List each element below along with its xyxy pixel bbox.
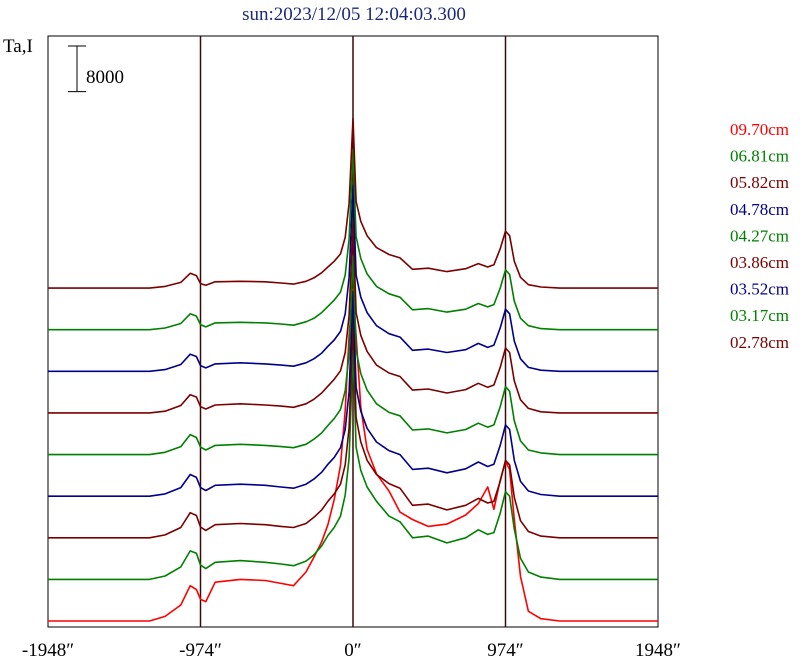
legend-item-02-78cm: 02.78cm — [730, 333, 789, 352]
series-line-02-78cm — [48, 117, 658, 289]
y-axis-label: Ta,I — [3, 36, 33, 57]
x-tick-label: 974″ — [487, 640, 523, 661]
legend-item-03-52cm: 03.52cm — [730, 280, 789, 299]
series-line-06-81cm — [48, 349, 658, 581]
legend-item-04-78cm: 04.78cm — [730, 200, 789, 219]
legend-item-05-82cm: 05.82cm — [730, 173, 789, 192]
legend: 09.70cm 06.81cm 05.82cm 04.78cm 04.27cm 03.86… — [730, 120, 789, 352]
x-tick-label: -974″ — [179, 640, 222, 661]
legend-item-06-81cm: 06.81cm — [730, 147, 789, 166]
legend-item-09-70cm: 09.70cm — [730, 120, 789, 139]
scale-bar-label: 8000 — [86, 67, 124, 88]
x-tick-label: 1948″ — [635, 640, 681, 661]
legend-item-04-27cm: 04.27cm — [730, 226, 789, 245]
chart-title: sun:2023/12/05 12:04:03.300 — [242, 4, 466, 25]
series-line-03-17cm — [48, 148, 658, 331]
series-line-04-27cm — [48, 255, 658, 456]
scale-bar: 8000 — [68, 45, 124, 93]
x-tick-labels: -1948″ -974″ 0″ 974″ 1948″ — [22, 640, 681, 661]
legend-item-03-17cm: 03.17cm — [730, 306, 789, 325]
legend-item-03-86cm: 03.86cm — [730, 253, 789, 272]
series-line-03-86cm — [48, 219, 658, 414]
series-line-03-52cm — [48, 184, 658, 373]
x-tick-label: -1948″ — [22, 640, 74, 661]
series-line-04-78cm — [48, 290, 658, 498]
series-line-05-82cm — [48, 320, 658, 539]
x-tick-label: 0″ — [344, 640, 361, 661]
series-lines — [48, 117, 658, 622]
